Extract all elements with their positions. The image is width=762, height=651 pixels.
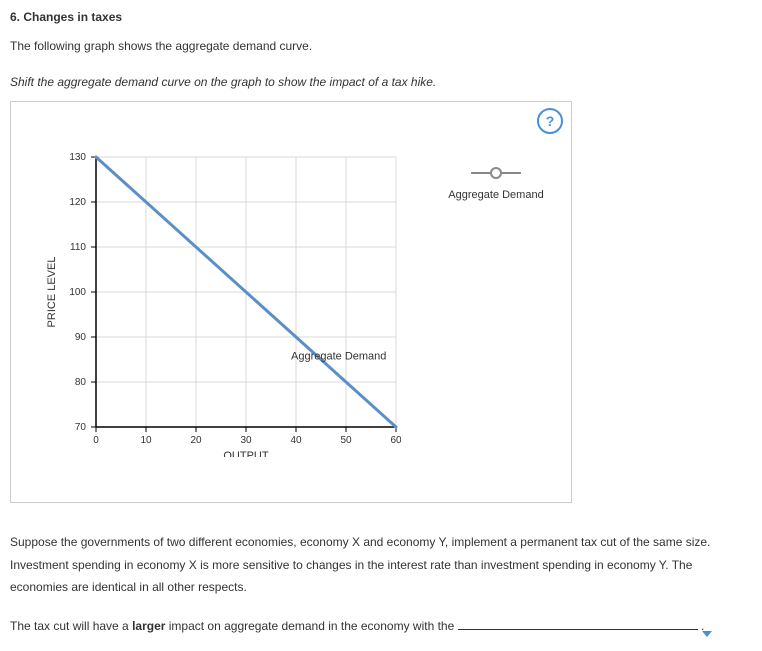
question-block: Suppose the governments of two different… xyxy=(10,531,752,638)
legend[interactable]: Aggregate Demand xyxy=(436,167,556,201)
q2-pre: The tax cut will have a xyxy=(10,619,132,633)
svg-text:10: 10 xyxy=(140,435,152,446)
svg-text:0: 0 xyxy=(93,435,99,446)
question-heading: 6. Changes in taxes xyxy=(10,10,752,24)
q2-post: impact on aggregate demand in the econom… xyxy=(165,619,457,633)
intro-text: The following graph shows the aggregate … xyxy=(10,38,752,55)
help-button[interactable]: ? xyxy=(537,108,563,134)
graph-panel: ? 0 10 20 30 40 50 60 70 80 90 100 110 120 130 OUTPUT P… xyxy=(10,101,572,503)
instruction-text: Shift the aggregate demand curve on the … xyxy=(10,75,752,89)
legend-label: Aggregate Demand xyxy=(436,189,556,201)
q2-bold: larger xyxy=(132,619,165,633)
svg-text:PRICE LEVEL: PRICE LEVEL xyxy=(46,256,58,327)
svg-text:20: 20 xyxy=(190,435,202,446)
svg-text:110: 110 xyxy=(70,242,86,253)
svg-text:120: 120 xyxy=(69,197,86,208)
question-paragraph-2: The tax cut will have a larger impact on… xyxy=(10,615,752,638)
answer-dropdown[interactable] xyxy=(458,629,698,630)
svg-text:100: 100 xyxy=(69,287,86,298)
svg-text:30: 30 xyxy=(240,435,252,446)
chart-area[interactable]: 0 10 20 30 40 50 60 70 80 90 100 110 120 130 OUTPUT PRI… xyxy=(41,147,401,460)
svg-text:90: 90 xyxy=(75,332,87,343)
svg-text:OUTPUT: OUTPUT xyxy=(223,450,269,457)
svg-text:70: 70 xyxy=(75,422,87,433)
svg-text:Aggregate Demand: Aggregate Demand xyxy=(291,350,386,362)
svg-text:50: 50 xyxy=(340,435,352,446)
svg-text:130: 130 xyxy=(69,152,86,163)
svg-text:60: 60 xyxy=(390,435,401,446)
legend-swatch[interactable] xyxy=(436,167,556,179)
chevron-down-icon[interactable] xyxy=(702,631,712,637)
question-paragraph-1: Suppose the governments of two different… xyxy=(10,531,752,599)
svg-text:80: 80 xyxy=(75,377,87,388)
svg-text:40: 40 xyxy=(290,435,302,446)
